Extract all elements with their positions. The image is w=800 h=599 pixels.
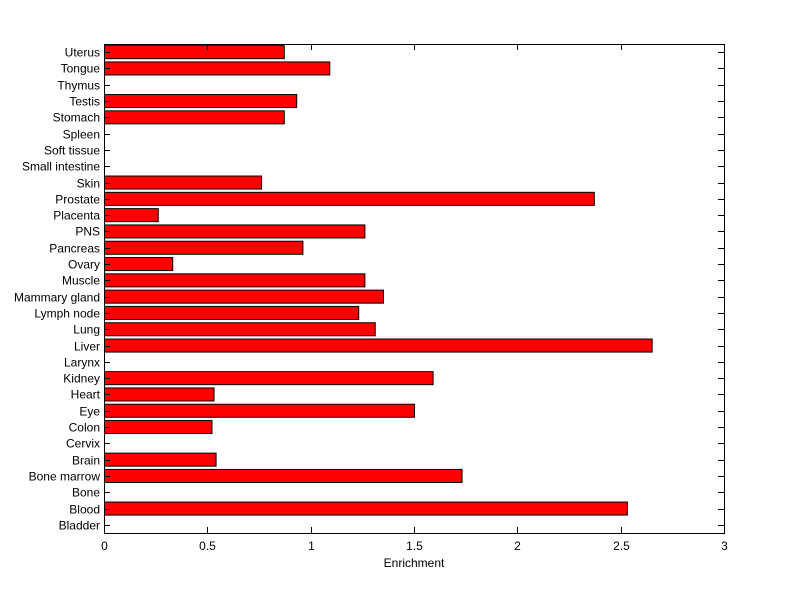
y-tick-label-prostate: Prostate (55, 193, 100, 207)
bar-ovary (104, 257, 174, 272)
bar-bone-marrow (104, 468, 463, 483)
x-tick-label-6: 3 (721, 539, 728, 553)
bar-skin (104, 175, 263, 190)
bar-colon (104, 420, 213, 435)
y-tick-label-blood: Blood (69, 503, 100, 517)
y-tick-label-lymph-node: Lymph node (34, 307, 100, 321)
y-tick-label-cervix: Cervix (66, 437, 100, 451)
y-tick-label-muscle: Muscle (62, 274, 100, 288)
y-tick-label-tongue: Tongue (61, 62, 101, 76)
y-tick-label-pancreas: Pancreas (49, 242, 100, 256)
bar-stomach (104, 110, 285, 125)
bar-testis (104, 94, 298, 109)
bar-brain (104, 452, 217, 467)
y-tick-label-testis: Testis (69, 95, 100, 109)
x-tick-label-4: 2 (514, 539, 521, 553)
bar-blood (104, 501, 628, 516)
y-tick-label-lung: Lung (73, 323, 100, 337)
bar-eye (104, 403, 415, 418)
y-tick-label-uterus: Uterus (65, 46, 100, 60)
x-tick-label-2: 1 (308, 539, 315, 553)
y-tick-labels: Bladder Blood Bone Bone marrow Brain Cervix Co… (14, 46, 101, 533)
bar-kidney (104, 371, 434, 386)
y-tick-label-spleen: Spleen (63, 128, 100, 142)
ticks-layer (104, 44, 725, 533)
y-tick-label-brain: Brain (72, 454, 100, 468)
y-tick-label-bone-marrow: Bone marrow (29, 470, 101, 484)
y-tick-label-stomach: Stomach (53, 111, 100, 125)
y-tick-label-soft-tissue: Soft tissue (44, 144, 100, 158)
y-tick-label-mammary-gland: Mammary gland (14, 291, 100, 305)
y-tick-label-kidney: Kidney (63, 372, 100, 386)
y-tick-label-colon: Colon (69, 421, 100, 435)
y-tick-label-thymus: Thymus (57, 79, 100, 93)
bar-mammary-gland (104, 289, 384, 304)
bar-liver (104, 338, 653, 353)
bar-uterus (104, 45, 285, 60)
bar-tongue (104, 61, 331, 76)
bars-layer (104, 45, 653, 516)
y-tick-label-liver: Liver (74, 340, 100, 354)
y-tick-label-bladder: Bladder (59, 519, 100, 533)
y-tick-label-small-intestine: Small intestine (22, 160, 100, 174)
y-tick-label-ovary: Ovary (68, 258, 100, 272)
y-tick-label-heart: Heart (71, 388, 101, 402)
bar-lymph-node (104, 305, 360, 320)
y-tick-label-skin: Skin (77, 177, 100, 191)
x-tick-labels: 0 0.5 1 1.5 2 2.5 3 (101, 539, 728, 553)
x-tick-label-5: 2.5 (613, 539, 630, 553)
bar-prostate (104, 191, 595, 206)
x-tick-label-3: 1.5 (406, 539, 423, 553)
bar-placenta (104, 208, 159, 223)
x-tick-label-0: 0 (101, 539, 108, 553)
y-tick-label-placenta: Placenta (53, 209, 100, 223)
bar-lung (104, 322, 376, 337)
y-tick-label-larynx: Larynx (64, 356, 100, 370)
y-tick-label-eye: Eye (79, 405, 100, 419)
y-tick-label-pns: PNS (75, 225, 100, 239)
bar-pancreas (104, 240, 304, 255)
bar-heart (104, 387, 215, 402)
bar-muscle (104, 273, 366, 288)
bar-pns (104, 224, 366, 239)
x-axis-label: Enrichment (384, 556, 445, 570)
x-tick-label-1: 0.5 (199, 539, 216, 553)
y-tick-label-bone: Bone (72, 486, 100, 500)
